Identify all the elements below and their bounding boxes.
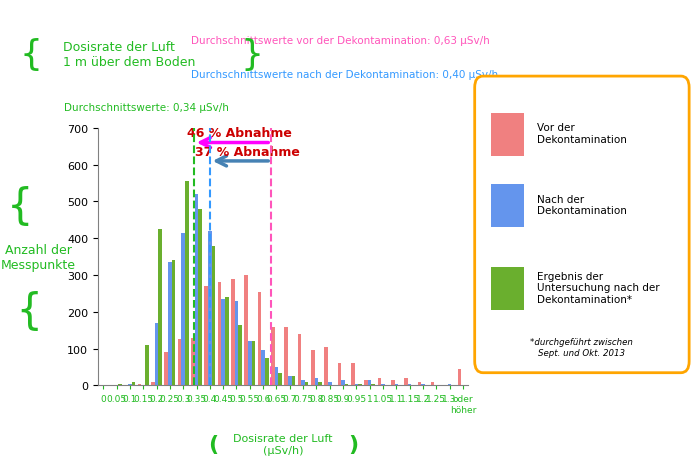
Bar bbox=[271, 327, 275, 386]
Bar bbox=[238, 325, 242, 386]
Bar bbox=[222, 299, 225, 386]
Bar bbox=[345, 384, 348, 386]
Bar bbox=[128, 384, 131, 386]
Text: Durchschnittswerte nach der Dekontamination: 0,40 μSv/h: Durchschnittswerte nach der Dekontaminat… bbox=[192, 70, 498, 80]
Bar bbox=[248, 341, 252, 386]
Bar bbox=[258, 292, 261, 386]
Bar bbox=[252, 341, 255, 386]
Bar bbox=[458, 369, 461, 386]
Text: (: ( bbox=[208, 434, 218, 454]
Bar bbox=[195, 195, 199, 386]
Text: Nach der
Dekontamination: Nach der Dekontamination bbox=[537, 194, 626, 216]
Bar bbox=[394, 384, 398, 386]
Bar bbox=[159, 230, 162, 386]
Bar bbox=[164, 353, 168, 386]
Bar bbox=[315, 378, 318, 386]
Bar bbox=[298, 334, 301, 386]
Text: 46 % Abnahme: 46 % Abnahme bbox=[187, 127, 291, 140]
Bar bbox=[371, 384, 375, 386]
Bar bbox=[168, 263, 172, 386]
Text: {: { bbox=[6, 185, 33, 228]
Bar bbox=[324, 347, 328, 386]
Bar bbox=[318, 382, 322, 386]
Text: {: { bbox=[20, 38, 43, 72]
Bar bbox=[208, 231, 212, 386]
Bar bbox=[291, 376, 295, 386]
Bar bbox=[145, 345, 149, 386]
Bar bbox=[278, 373, 282, 386]
Bar bbox=[231, 279, 235, 386]
Bar bbox=[431, 382, 435, 386]
Bar bbox=[448, 384, 452, 386]
Text: Dosisrate der Luft: Dosisrate der Luft bbox=[233, 433, 333, 443]
FancyBboxPatch shape bbox=[491, 114, 524, 157]
Text: ): ) bbox=[348, 434, 358, 454]
Bar bbox=[235, 301, 238, 386]
Bar bbox=[212, 246, 215, 386]
FancyBboxPatch shape bbox=[491, 268, 524, 310]
Bar bbox=[199, 209, 202, 386]
Bar bbox=[204, 286, 208, 386]
Text: Durchschnittswerte: 0,34 μSv/h: Durchschnittswerte: 0,34 μSv/h bbox=[64, 103, 229, 113]
Bar bbox=[408, 384, 412, 386]
Bar bbox=[218, 283, 222, 386]
Text: }: } bbox=[240, 38, 263, 72]
Text: }: } bbox=[6, 286, 33, 329]
Bar bbox=[305, 382, 308, 386]
Bar bbox=[261, 351, 265, 386]
Bar bbox=[151, 382, 154, 386]
Bar bbox=[391, 380, 394, 386]
Text: Durchschnittswerte vor der Dekontamination: 0,63 μSv/h: Durchschnittswerte vor der Dekontaminati… bbox=[192, 36, 490, 46]
Bar bbox=[351, 364, 354, 386]
Bar bbox=[358, 384, 362, 386]
Bar bbox=[185, 182, 189, 386]
Text: Vor der
Dekontamination: Vor der Dekontamination bbox=[537, 123, 626, 145]
Bar bbox=[364, 380, 368, 386]
Bar bbox=[368, 380, 371, 386]
Bar bbox=[118, 384, 122, 386]
Bar bbox=[421, 384, 425, 386]
Bar bbox=[284, 327, 288, 386]
Text: Dosisrate der Luft
1 m über dem Boden: Dosisrate der Luft 1 m über dem Boden bbox=[63, 41, 195, 69]
Text: *durchgeführt zwischen
Sept. und Okt. 2013: *durchgeführt zwischen Sept. und Okt. 20… bbox=[531, 338, 633, 357]
Bar bbox=[265, 358, 268, 386]
FancyBboxPatch shape bbox=[475, 77, 689, 373]
Bar bbox=[417, 382, 421, 386]
Text: Ergebnis der
Untersuchung nach der
Dekontamination*: Ergebnis der Untersuchung nach der Dekon… bbox=[537, 271, 659, 304]
Bar bbox=[138, 384, 141, 386]
Bar bbox=[225, 297, 229, 386]
Bar bbox=[301, 380, 305, 386]
Bar bbox=[275, 367, 278, 386]
Bar bbox=[341, 380, 345, 386]
Bar bbox=[328, 382, 331, 386]
Text: Anzahl der
Messpunkte: Anzahl der Messpunkte bbox=[1, 243, 76, 271]
Bar bbox=[288, 376, 291, 386]
Bar bbox=[404, 378, 408, 386]
Bar bbox=[172, 261, 175, 386]
Bar bbox=[338, 364, 341, 386]
Bar bbox=[178, 340, 181, 386]
Bar bbox=[191, 338, 195, 386]
FancyBboxPatch shape bbox=[491, 185, 524, 228]
Bar bbox=[354, 384, 358, 386]
Text: 37 % Abnahme: 37 % Abnahme bbox=[195, 146, 300, 159]
Bar bbox=[377, 378, 381, 386]
Bar bbox=[311, 351, 315, 386]
Bar bbox=[245, 275, 248, 386]
Bar bbox=[131, 382, 136, 386]
Bar bbox=[154, 323, 159, 386]
Bar bbox=[181, 233, 185, 386]
Text: (μSv/h): (μSv/h) bbox=[263, 445, 303, 455]
Bar bbox=[381, 384, 385, 386]
